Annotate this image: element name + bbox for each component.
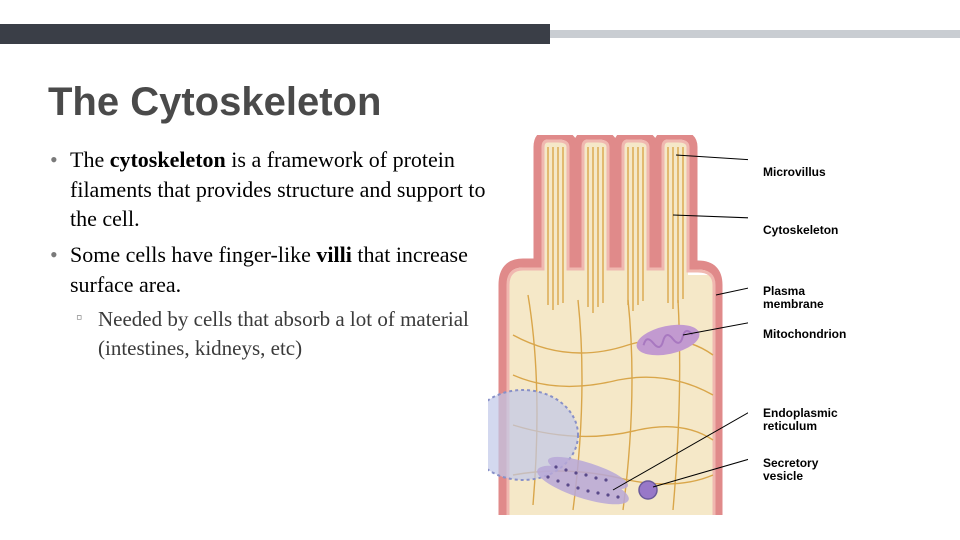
- label-plasma-membrane: Plasmamembrane: [763, 285, 824, 311]
- text-column: The cytoskeleton is a framework of prote…: [48, 145, 488, 525]
- bullet-1-bold: cytoskeleton: [110, 147, 226, 172]
- label-microvillus: Microvillus: [763, 165, 826, 179]
- label-cytoskeleton: Cytoskeleton: [763, 223, 838, 237]
- label-er: Endoplasmicreticulum: [763, 407, 838, 433]
- bullet-list: The cytoskeleton is a framework of prote…: [48, 145, 488, 362]
- label-mitochondrion: Mitochondrion: [763, 327, 846, 341]
- diagram-svg: [488, 135, 748, 525]
- header-bar-dark: [0, 24, 550, 44]
- bullet-1-pre: The: [70, 147, 110, 172]
- content-row: The cytoskeleton is a framework of prote…: [0, 145, 960, 525]
- slide-title: The Cytoskeleton: [48, 80, 960, 125]
- bullet-2-pre: Some cells have finger-like: [70, 242, 316, 267]
- label-secretory-vesicle: Secretoryvesicle: [763, 457, 818, 483]
- bullet-1: The cytoskeleton is a framework of prote…: [48, 145, 488, 234]
- cell-diagram: Microvillus Cytoskeleton Plasmamembrane …: [488, 145, 918, 525]
- sub-bullet-1: Needed by cells that absorb a lot of mat…: [70, 305, 488, 362]
- bullet-2-bold: villi: [316, 242, 351, 267]
- header-bar-light: [550, 30, 960, 38]
- sub-list: Needed by cells that absorb a lot of mat…: [70, 305, 488, 362]
- header-bar: [0, 0, 960, 50]
- bullet-2: Some cells have finger-like villi that i…: [48, 240, 488, 362]
